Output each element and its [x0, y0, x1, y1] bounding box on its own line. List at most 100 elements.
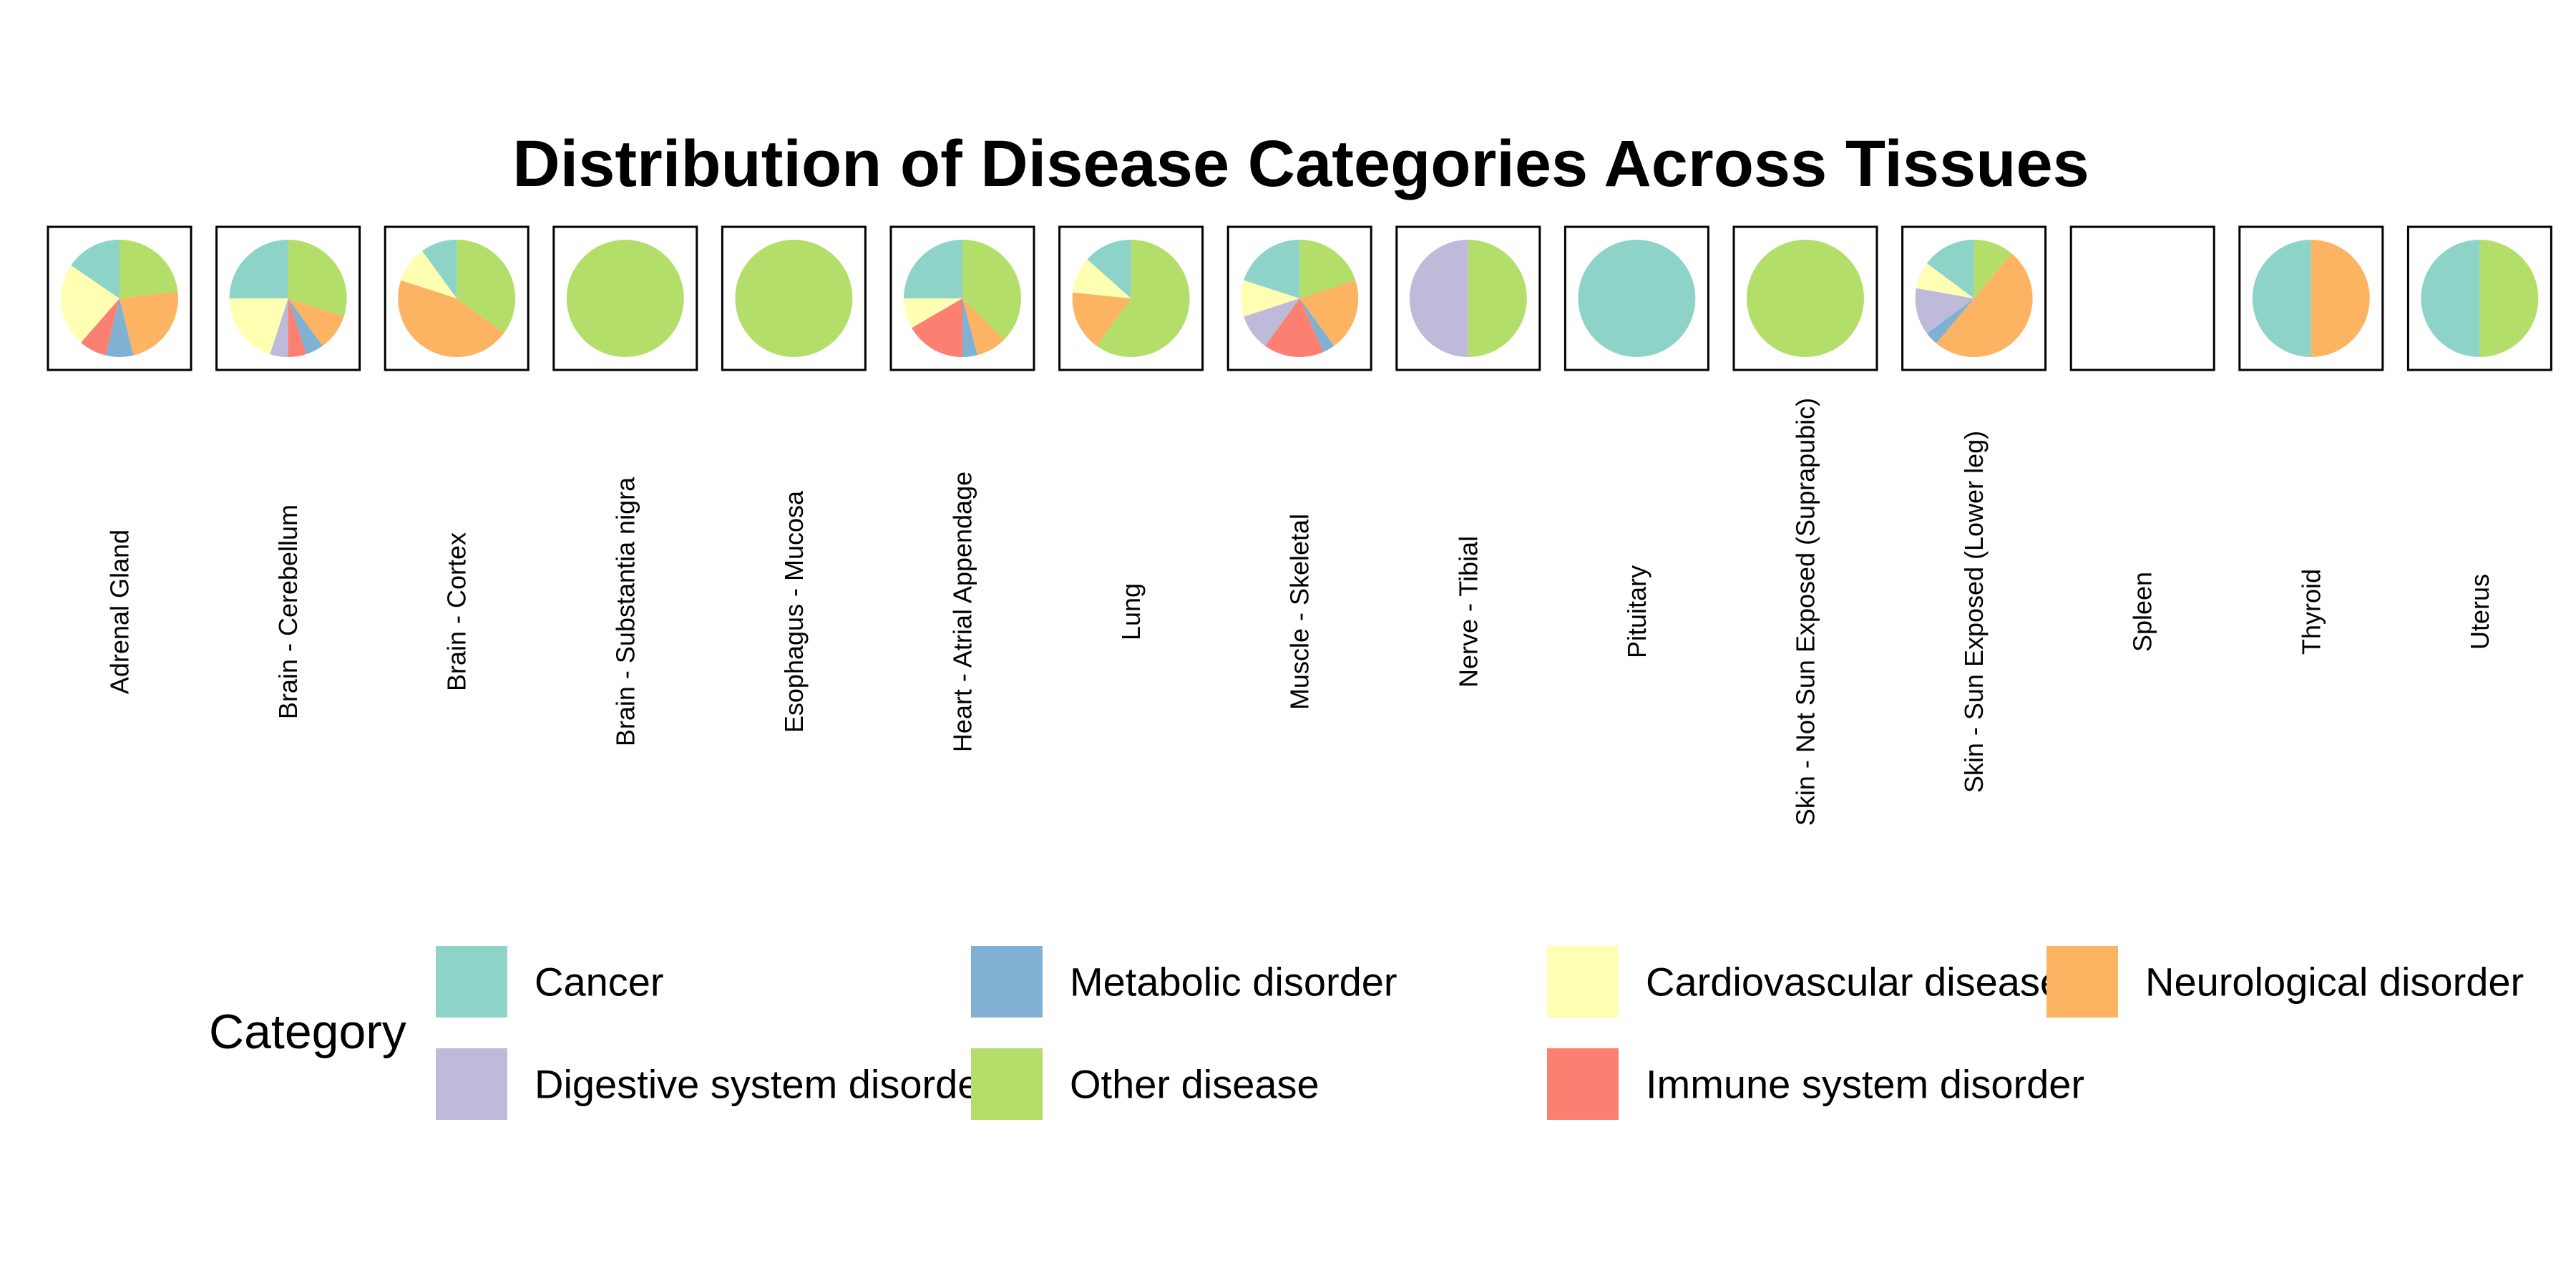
tissue-label: Lung: [1116, 583, 1146, 640]
panel-border: [2238, 225, 2384, 371]
legend-label: Other disease: [1070, 1062, 1319, 1107]
legend-label: Cardiovascular disease: [1646, 960, 2062, 1005]
pie-slice-neurological-disorder: [2311, 240, 2370, 357]
pie-slice-neurological-disorder: [1936, 253, 2033, 358]
pie-slice-other-disease: [119, 240, 178, 298]
legend-item-other-disease: Other disease: [971, 1048, 1319, 1120]
pie-slice-other-disease: [962, 240, 1021, 340]
tissue-label: Muscle - Skeletal: [1285, 514, 1314, 710]
pie-slice-cardiovascular-disease: [229, 298, 288, 354]
tissue-label: Heart - Atrial Appendage: [948, 472, 977, 752]
panel-brain-cerebellum: Brain - Cerebellum: [215, 225, 361, 719]
pie-slice-other-disease: [457, 240, 516, 333]
panel-thyroid: Thyroid: [2238, 225, 2384, 655]
tissue-label: Uterus: [2465, 574, 2494, 650]
legend-swatch: [971, 946, 1043, 1018]
panel-border: [1732, 225, 1878, 371]
pie-slice-metabolic-disorder: [962, 298, 978, 357]
pie-slice-cardiovascular-disease: [904, 298, 962, 328]
panel-adrenal-gland: Adrenal Gland: [47, 225, 192, 694]
pie-slice-neurological-disorder: [398, 280, 504, 358]
pie-slice-cancer: [71, 240, 119, 298]
tissue-label: Pituitary: [1622, 565, 1652, 658]
panel-border: [1058, 225, 1204, 371]
pie-slice-other-disease: [1747, 240, 1864, 357]
legend-swatch: [1547, 946, 1619, 1018]
pie-slice-cancer: [422, 240, 457, 298]
pie-slice-cardiovascular-disease: [1916, 263, 1974, 298]
panel-border: [384, 225, 530, 371]
panel-border: [215, 225, 361, 371]
panel-border: [1395, 225, 1541, 371]
panel-border: [1563, 225, 1709, 371]
panel-esophagus-mucosa: Esophagus - Mucosa: [721, 225, 867, 733]
legend-item-cardiovascular-disease: Cardiovascular disease: [1547, 946, 2062, 1018]
panel-border: [721, 225, 867, 371]
pie-slice-digestive-system-disorder: [1915, 288, 1974, 334]
panel-nerve-tibial: Nerve - Tibial: [1395, 225, 1541, 688]
panel-spleen: Spleen: [2069, 225, 2215, 652]
pie-slice-metabolic-disorder: [288, 298, 323, 354]
legend-swatch: [436, 946, 507, 1018]
pie-slice-digestive-system-disorder: [1244, 298, 1300, 346]
panel-border: [889, 225, 1035, 371]
panel-brain-cortex: Brain - Cortex: [384, 225, 530, 691]
legend-swatch: [436, 1048, 507, 1120]
pie-slice-cancer: [1926, 240, 1974, 298]
pie-slice-other-disease: [1096, 240, 1190, 357]
pie-slice-digestive-system-disorder: [1409, 240, 1468, 357]
panel-border: [1226, 225, 1372, 371]
legend-item-immune-system-disorder: Immune system disorder: [1547, 1048, 2084, 1120]
panel-lung: Lung: [1058, 225, 1204, 640]
pie-slice-immune-system-disorder: [81, 298, 119, 356]
tissue-label: Esophagus - Mucosa: [779, 490, 809, 733]
pie-slice-cancer: [229, 240, 288, 298]
pie-slice-neurological-disorder: [962, 298, 1004, 356]
legend-item-neurological-disorder: Neurological disorder: [2046, 946, 2524, 1018]
legend-label: Neurological disorder: [2145, 960, 2524, 1005]
pie-slice-other-disease: [1468, 240, 1527, 357]
pie-slice-cardiovascular-disease: [401, 250, 457, 298]
legend: Category Cancer Digestive system disorder…: [209, 946, 2524, 1120]
pie-slice-cancer: [2421, 240, 2480, 357]
tissue-label: Spleen: [2128, 572, 2157, 652]
panel-muscle-skeletal: Muscle - Skeletal: [1226, 225, 1372, 710]
pie-slice-cardiovascular-disease: [1241, 280, 1300, 317]
pie-slice-cancer: [2252, 240, 2311, 357]
panel-border: [2406, 225, 2552, 371]
pie-slice-neurological-disorder: [288, 298, 344, 346]
legend-title: Category: [209, 1005, 406, 1059]
legend-label: Digestive system disorder: [535, 1062, 993, 1107]
tissue-label: Skin - Not Sun Exposed (Suprapubic): [1791, 398, 1820, 826]
pie-slice-cancer: [1244, 240, 1300, 298]
legend-item-cancer: Cancer: [436, 946, 664, 1018]
pie-slice-metabolic-disorder: [105, 298, 134, 358]
pie-slice-other-disease: [2479, 240, 2539, 357]
tissue-label: Brain - Cerebellum: [273, 504, 303, 719]
pie-slice-cancer: [1087, 240, 1131, 298]
panel-border: [552, 225, 698, 371]
legend-item-metabolic-disorder: Metabolic disorder: [971, 946, 1397, 1018]
pie-slice-immune-system-disorder: [912, 298, 962, 357]
pie-slice-metabolic-disorder: [1926, 298, 1974, 343]
pie-slice-other-disease: [735, 240, 853, 357]
pie-slice-cardiovascular-disease: [1073, 259, 1131, 298]
panel-brain-substantia-nigra: Brain - Substantia nigra: [552, 225, 698, 746]
pie-slice-immune-system-disorder: [288, 298, 306, 358]
tissue-label: Skin - Sun Exposed (Lower leg): [1959, 431, 1989, 793]
pie-slice-metabolic-disorder: [1299, 298, 1335, 352]
pie-slice-digestive-system-disorder: [270, 298, 288, 358]
legend-swatch: [2046, 946, 2118, 1018]
panel-border: [1901, 225, 2047, 371]
pie-slice-neurological-disorder: [1072, 292, 1131, 346]
panel-skin-sun-exposed-lower-leg: Skin - Sun Exposed (Lower leg): [1901, 225, 2047, 793]
tissue-label: Nerve - Tibial: [1453, 536, 1483, 688]
tissue-label: Adrenal Gland: [105, 530, 135, 694]
pie-slice-other-disease: [288, 240, 347, 317]
panel-skin-not-sun-exposed-suprapubic: Skin - Not Sun Exposed (Suprapubic): [1732, 225, 1878, 826]
legend-label: Immune system disorder: [1646, 1062, 2084, 1107]
pie-slice-cardiovascular-disease: [61, 265, 119, 343]
panel-uterus: Uterus: [2406, 225, 2552, 650]
legend-label: Cancer: [535, 960, 664, 1005]
